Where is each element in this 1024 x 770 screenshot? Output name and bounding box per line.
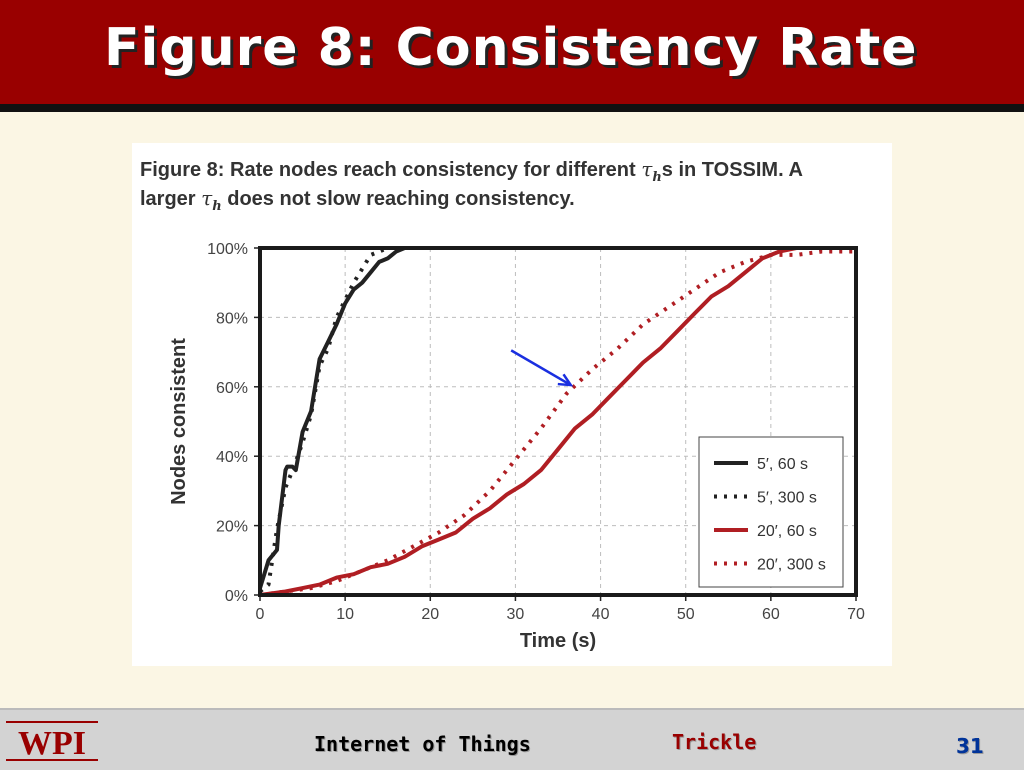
consistency-chart: 0 10 20 30 40 50 60 70 0% 20% 40% 60% 80% 100% Time (s…: [168, 241, 865, 652]
chart-legend: 5′, 60 s 5′, 300 s 20′, 60 s 20′, 300 s: [698, 436, 844, 588]
y-tick-label: 60%: [216, 380, 248, 397]
slide-title: Figure 8: Consistency Rate: [104, 18, 918, 78]
title-rule: [0, 104, 1024, 112]
x-tick-label: 70: [847, 606, 865, 623]
legend-label: 5′, 60 s: [757, 456, 808, 473]
y-tick-label: 40%: [216, 449, 248, 466]
x-tick-label: 30: [507, 606, 525, 623]
tau-h-symbol: τh: [201, 186, 222, 214]
tau-h-symbol: τh: [641, 157, 662, 185]
caption-text: s in TOSSIM. A: [661, 159, 803, 181]
figure-panel: Figure 8: Rate nodes reach consistency f…: [132, 143, 892, 666]
x-tick-label: 60: [762, 606, 780, 623]
y-tick-label: 80%: [216, 310, 248, 327]
legend-label: 20′, 60 s: [757, 523, 817, 540]
annotation-arrow-shaft: [510, 349, 572, 387]
legend-label: 5′, 300 s: [757, 490, 817, 507]
caption-text: Figure 8: Rate nodes reach consistency f…: [140, 159, 642, 181]
plot-frame: [258, 246, 858, 597]
x-tick-label: 40: [592, 606, 610, 623]
series-line-black-solid: [258, 246, 414, 589]
logo-text: WPI: [18, 725, 86, 762]
y-axis-label: Nodes consistent: [168, 338, 190, 505]
figure-caption-line-2: larger τh does not slow reaching consist…: [140, 186, 575, 214]
footer-course-title: Internet of Things: [314, 732, 531, 756]
wpi-logo: WPI: [4, 716, 100, 766]
footer-bar: WPI Internet of Things Trickle 31: [0, 708, 1024, 770]
annotation-arrowhead: [557, 373, 574, 387]
legend-label: 20′, 300 s: [757, 557, 826, 574]
y-tick-label: 0%: [225, 588, 248, 605]
series-line-black-dotted: [258, 246, 397, 594]
footer-topic: Trickle: [672, 730, 757, 754]
x-axis-label: Time (s): [520, 630, 596, 652]
x-tick-label: 10: [336, 606, 354, 623]
title-bar: [0, 0, 1024, 104]
series-line-red-solid: [259, 246, 856, 597]
caption-text: larger: [140, 188, 202, 210]
caption-text: does not slow reaching consistency.: [221, 188, 575, 210]
page-number: 31: [956, 734, 984, 758]
x-tick-label: 0: [256, 606, 265, 623]
y-tick-label: 20%: [216, 519, 248, 536]
y-tick-label: 100%: [207, 241, 248, 258]
figure-caption-line-1: Figure 8: Rate nodes reach consistency f…: [140, 157, 803, 185]
x-tick-label: 50: [677, 606, 695, 623]
x-tick-label: 20: [421, 606, 439, 623]
series-line-red-dotted: [259, 249, 856, 597]
